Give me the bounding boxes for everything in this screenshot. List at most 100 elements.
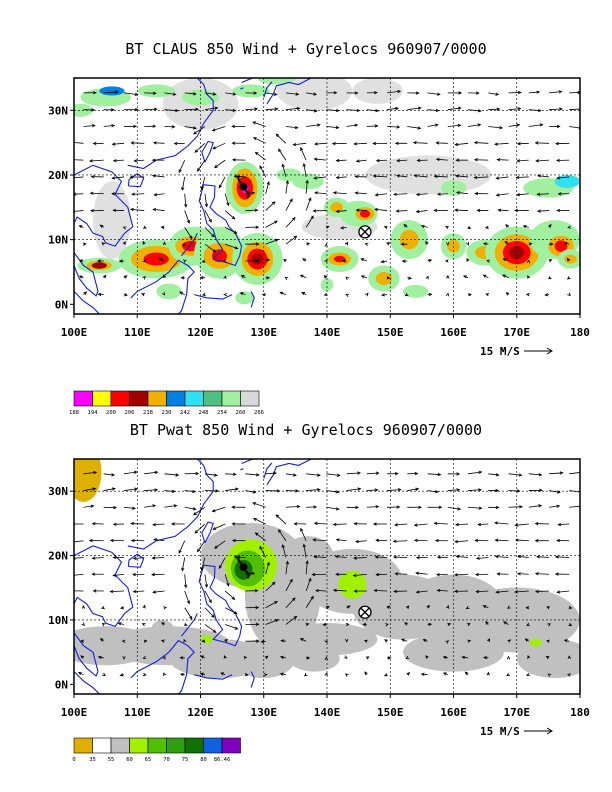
wind-arrowhead (454, 589, 458, 593)
wind-arrowhead (111, 124, 116, 128)
wind-arrowhead (312, 538, 317, 542)
wind-arrowhead (455, 191, 460, 195)
wind-arrowhead (436, 92, 441, 96)
colorbar-label: 254 (217, 410, 228, 416)
wind-vector (74, 142, 84, 144)
wind-arrowhead (304, 672, 308, 677)
wind-arrowhead (536, 90, 541, 94)
wind-arrowhead (475, 556, 480, 560)
wind-vector (360, 258, 367, 262)
wind-arrowhead (92, 141, 97, 146)
wind-vector (303, 544, 307, 558)
wind-vector (300, 638, 307, 642)
wind-arrowhead (255, 622, 260, 627)
wind-arrowhead (197, 548, 201, 553)
wind-arrowhead (465, 605, 470, 609)
wind-arrowhead (273, 92, 278, 96)
wind-arrowhead (556, 490, 561, 494)
wind-arrowhead (99, 638, 104, 642)
lon-label: 130E (251, 706, 278, 719)
wind-arrowhead (255, 259, 260, 263)
wind-arrowhead (465, 241, 469, 246)
wind-arrowhead (518, 473, 523, 477)
wind-arrowhead (285, 179, 289, 184)
wind-arrowhead (299, 638, 304, 642)
wind-arrowhead (200, 655, 205, 659)
wind-arrowhead (483, 656, 487, 660)
wind-arrowhead (91, 556, 96, 560)
wind-arrowhead (514, 208, 519, 213)
wind-arrowhead (302, 543, 306, 548)
colorbar-label: 242 (180, 410, 190, 416)
wind-vector (245, 192, 255, 195)
wind-vector (415, 572, 428, 575)
wind-arrowhead (418, 505, 422, 509)
wind-arrowhead (425, 655, 429, 659)
wind-arrowhead (528, 242, 533, 246)
wind-arrowhead (525, 672, 530, 677)
wind-arrowhead (354, 91, 359, 95)
wind-vector (184, 607, 193, 620)
wind-vector (488, 473, 499, 476)
wind-arrowhead (192, 92, 197, 96)
wind-arrowhead (271, 201, 276, 205)
wind-arrowhead (123, 275, 128, 279)
wind-vector (265, 601, 278, 609)
wind-arrowhead (455, 554, 460, 559)
wind-arrowhead (365, 656, 370, 660)
wind-arrowhead (313, 505, 318, 509)
wind-vector (224, 193, 229, 206)
wind-vector (280, 291, 287, 295)
wind-arrowhead (375, 471, 380, 475)
wind-arrowhead (433, 521, 438, 526)
wind-arrowhead (334, 555, 339, 559)
wind-vector (285, 92, 299, 95)
wind-vector (130, 208, 145, 211)
wind-arrowhead (404, 622, 408, 626)
wind-arrowhead (259, 165, 263, 169)
wind-vector (224, 607, 237, 614)
wind-arrowhead (454, 573, 458, 577)
wind-arrowhead (437, 472, 442, 477)
wind-arrowhead (281, 544, 285, 548)
wind-arrowhead (90, 504, 95, 508)
wind-vector (467, 471, 482, 475)
wind-arrowhead (466, 257, 470, 262)
wind-arrowhead (178, 169, 182, 174)
wind-vector (333, 589, 347, 592)
wind-vector (224, 574, 229, 586)
wind-arrowhead (278, 148, 282, 153)
wind-vector (515, 539, 529, 542)
colorbar-label: 206 (125, 410, 135, 416)
wind-arrowhead (152, 504, 157, 508)
wind-vector (112, 176, 125, 179)
wind-vector (92, 557, 104, 559)
wind-vector (184, 227, 193, 239)
wind-vector (305, 578, 312, 592)
wind-arrowhead (141, 623, 146, 627)
wind-vector (282, 164, 287, 178)
lat-label: 20N (48, 550, 68, 563)
wind-vector (184, 574, 187, 588)
wind-vector (218, 176, 226, 188)
wind-arrowhead (353, 556, 357, 560)
wind-vector (285, 198, 293, 211)
wind-arrowhead (254, 532, 259, 536)
wind-arrowhead (274, 601, 278, 605)
wind-arrowhead (375, 505, 380, 509)
wind-arrowhead (90, 174, 95, 179)
wind-arrowhead (536, 555, 540, 559)
wind-arrowhead (193, 126, 197, 130)
cloud-field (91, 262, 107, 269)
wind-vector (387, 90, 401, 94)
wind-arrowhead (276, 489, 281, 493)
wind-arrowhead (435, 141, 440, 145)
wind-arrowhead (534, 572, 539, 576)
wind-arrowhead (394, 472, 399, 476)
wind-arrowhead (302, 258, 307, 262)
wind-arrowhead (502, 621, 507, 625)
wind-arrowhead (475, 91, 480, 95)
wind-arrowhead (97, 655, 102, 660)
vector-scale-label: 15 M/S (480, 345, 520, 358)
wind-vector (436, 158, 448, 161)
